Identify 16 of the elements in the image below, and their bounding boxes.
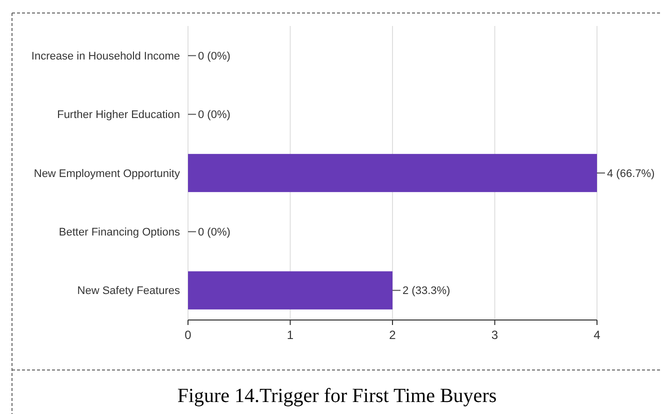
x-tick-label: 1 <box>286 328 294 342</box>
x-tick-label: 4 <box>594 328 601 342</box>
data-label: 0 (0%) <box>198 50 230 62</box>
text: Figure 14.Trigger for First Time Buyers <box>177 385 497 407</box>
data-label: 4 (66.7%) <box>607 168 655 180</box>
data-label: 0 (0%) <box>198 226 230 239</box>
x-tick-label: 3 <box>491 328 498 342</box>
data-label: 2 (33.3%) <box>402 285 450 298</box>
y-tick-label: Further Higher Education <box>57 109 180 122</box>
y-tick-label: New Safety Features <box>77 285 180 298</box>
x-tick-label: 2 <box>389 328 396 342</box>
x-tick-label: 0 <box>184 328 192 342</box>
y-tick-label: Increase in Household Income <box>31 50 180 62</box>
y-tick-label: New Employment Opportunity <box>34 168 180 180</box>
data-label: 0 (0%) <box>198 109 230 122</box>
y-tick-label: Better Financing Options <box>58 226 180 239</box>
